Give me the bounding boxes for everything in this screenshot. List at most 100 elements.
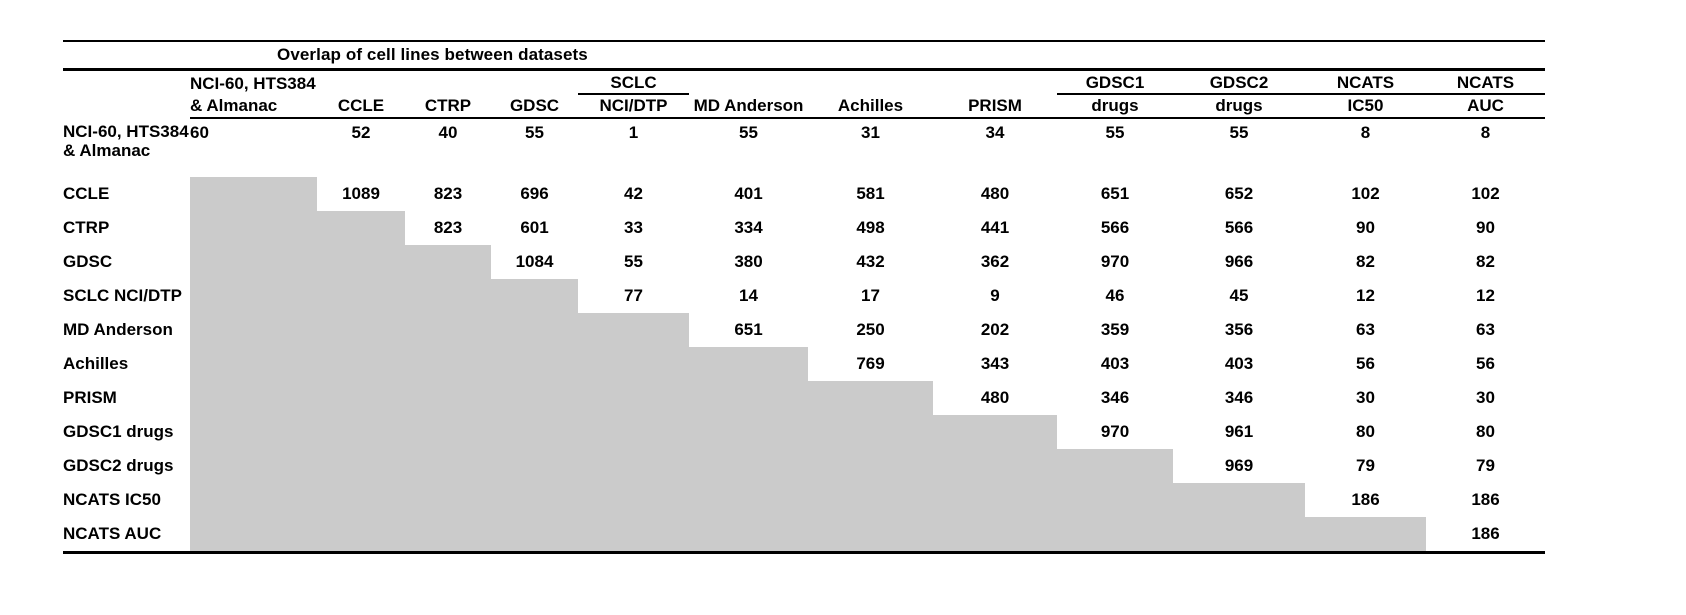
cell-value: 30 [1356, 388, 1375, 407]
grey-cell [578, 313, 689, 347]
cell-value: 403 [1100, 354, 1130, 373]
grey-cell [317, 483, 405, 517]
cell-value: 77 [624, 286, 643, 305]
table-row-1: CCLE 1089 823 696 42 401 581 480 651 652 102 102 [63, 177, 1545, 211]
table-row-8: GDSC1 drugs 970 961 80 80 [63, 415, 1545, 449]
col-header-bottom-8: drugs [1057, 94, 1173, 119]
cell-value: 45 [1229, 286, 1249, 305]
grey-cell [190, 415, 317, 449]
row-label: NCATS IC50 [63, 490, 161, 509]
cell-value: 966 [1224, 252, 1254, 271]
col-header-top-6 [808, 71, 933, 94]
col-header-bottom-0: & Almanac [190, 94, 317, 119]
cell-value: 401 [734, 184, 763, 203]
row-label: CTRP [63, 218, 110, 237]
grey-cell [405, 347, 491, 381]
cell-value: 769 [856, 354, 885, 373]
grey-cell [405, 381, 491, 415]
cell-value: 63 [1356, 320, 1375, 339]
table-row-3: GDSC 1084 55 380 432 362 970 966 82 82 [63, 245, 1545, 279]
grey-cell [190, 313, 317, 347]
cell-value: 60 [190, 123, 209, 142]
table-header: NCI-60, HTS384 SCLC GDSC1 GDSC2 NCATS NCATS &… [63, 71, 1545, 119]
cell-value: 55 [1105, 123, 1125, 142]
grey-cell [578, 347, 689, 381]
grey-cell [491, 449, 578, 483]
cell-value: 498 [856, 218, 885, 237]
cell-value: 79 [1476, 456, 1495, 475]
col-header-bottom-11: AUC [1426, 94, 1545, 119]
cell-value: 102 [1471, 184, 1500, 203]
cell-value: 34 [985, 123, 1005, 142]
grey-cell [491, 313, 578, 347]
cell-value: 102 [1351, 184, 1380, 203]
table-row-4: SCLC NCI/DTP 77 14 17 9 46 45 12 12 [63, 279, 1545, 313]
col-header-bottom-9: drugs [1173, 94, 1305, 119]
cell-value: 80 [1476, 422, 1495, 441]
cell-value: 202 [980, 320, 1010, 339]
row-label: MD Anderson [63, 320, 173, 339]
row-label: GDSC1 drugs [63, 422, 174, 441]
grey-cell [933, 415, 1057, 449]
cell-value: 82 [1476, 252, 1495, 271]
grey-cell [808, 449, 933, 483]
col-header-bottom-4: NCI/DTP [578, 94, 689, 119]
grey-cell [317, 415, 405, 449]
row-label: CCLE [63, 184, 110, 203]
grey-cell [190, 177, 317, 211]
cell-value: 581 [856, 184, 885, 203]
col-header-top-1 [317, 71, 405, 94]
grey-cell [405, 449, 491, 483]
grey-cell [933, 517, 1057, 551]
cell-value: 651 [734, 320, 763, 339]
title-row: Overlap of cell lines between datasets [63, 42, 1545, 68]
cell-value: 356 [1224, 320, 1254, 339]
cell-value: 63 [1476, 320, 1495, 339]
cell-value: 969 [1224, 456, 1254, 475]
cell-value: 46 [1105, 286, 1125, 305]
table-row-2: CTRP 823 601 33 334 498 441 566 566 90 90 [63, 211, 1545, 245]
grey-cell [405, 483, 491, 517]
overlap-table-grid: NCI-60, HTS384 SCLC GDSC1 GDSC2 NCATS NCATS &… [63, 71, 1545, 551]
grey-cell [491, 415, 578, 449]
grey-cell [578, 517, 689, 551]
grey-cell [190, 381, 317, 415]
title-underline-rule [63, 68, 1545, 71]
cell-value: 31 [861, 123, 880, 142]
cell-value: 90 [1476, 218, 1495, 237]
cell-value: 1 [628, 123, 639, 142]
grey-cell [1173, 517, 1305, 551]
grey-cell [491, 517, 578, 551]
header-corner-blank [63, 94, 190, 118]
cell-value: 346 [1100, 388, 1130, 407]
header-row-top: NCI-60, HTS384 SCLC GDSC1 GDSC2 NCATS NCATS [63, 71, 1545, 95]
cell-value: 362 [980, 252, 1010, 271]
grey-cell [405, 517, 491, 551]
cell-value: 56 [1476, 354, 1495, 373]
cell-value: 823 [433, 218, 463, 237]
cell-value: 334 [734, 218, 763, 237]
cell-value: 186 [1351, 490, 1380, 509]
table-row-11: NCATS AUC 186 [63, 517, 1545, 551]
cell-value: 601 [520, 218, 549, 237]
cell-value: 12 [1476, 286, 1495, 305]
cell-value: 56 [1356, 354, 1375, 373]
cell-value: 79 [1356, 456, 1375, 475]
cell-value: 42 [624, 184, 643, 203]
grey-cell [317, 313, 405, 347]
grey-cell [317, 517, 405, 551]
cell-value: 480 [980, 184, 1010, 203]
cell-value: 186 [1471, 490, 1500, 509]
cell-value: 90 [1356, 218, 1375, 237]
col-header-top-8: GDSC1 [1057, 71, 1173, 95]
cell-value: 346 [1224, 388, 1254, 407]
col-header-top-10: NCATS [1305, 71, 1426, 95]
cell-value: 30 [1476, 388, 1495, 407]
grey-cell [190, 211, 317, 245]
grey-cell [689, 483, 808, 517]
cell-value: 186 [1471, 524, 1500, 543]
grey-cell [317, 279, 405, 313]
row-label: NCATS AUC [63, 524, 162, 543]
grey-cell [317, 245, 405, 279]
grey-cell [689, 347, 808, 381]
